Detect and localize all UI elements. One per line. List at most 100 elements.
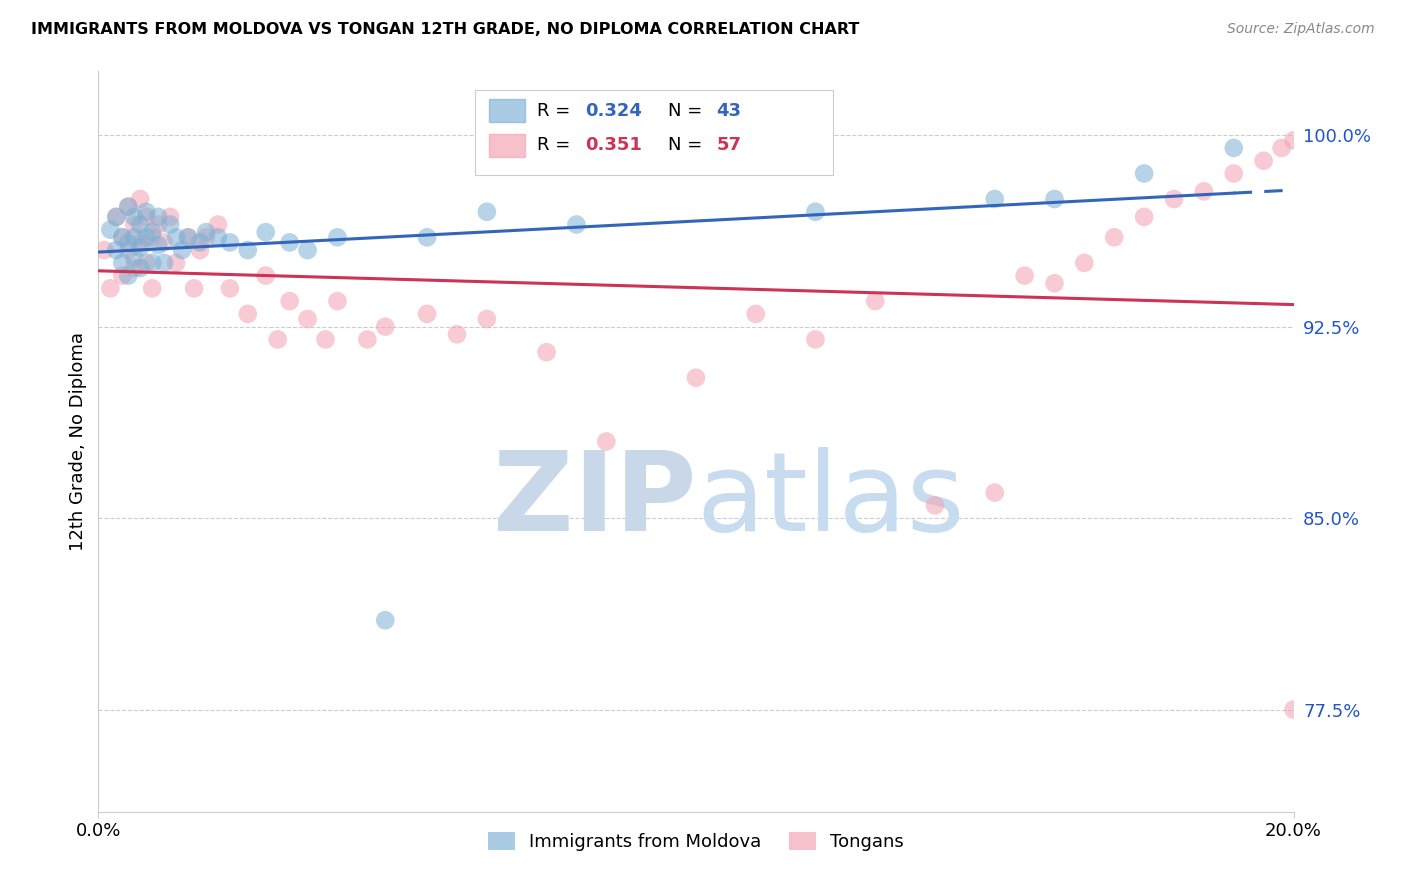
Point bbox=[129, 192, 152, 206]
Point bbox=[475, 204, 498, 219]
Point bbox=[446, 327, 468, 342]
Point bbox=[1253, 153, 1275, 168]
Point bbox=[111, 230, 134, 244]
Point bbox=[1282, 703, 1305, 717]
Point bbox=[98, 222, 122, 236]
Y-axis label: 12th Grade, No Diploma: 12th Grade, No Diploma bbox=[69, 332, 87, 551]
Point bbox=[236, 243, 259, 257]
Point bbox=[1282, 133, 1305, 147]
Point bbox=[153, 235, 176, 250]
Point bbox=[1223, 141, 1246, 155]
Point bbox=[93, 243, 115, 257]
Point bbox=[135, 256, 157, 270]
Point bbox=[105, 243, 128, 257]
Point bbox=[159, 218, 181, 232]
Point bbox=[105, 210, 128, 224]
Point bbox=[804, 204, 827, 219]
Point bbox=[326, 294, 349, 309]
Point bbox=[117, 200, 139, 214]
Point bbox=[1133, 210, 1156, 224]
Point bbox=[1014, 268, 1036, 283]
Point bbox=[141, 230, 163, 244]
Point bbox=[117, 200, 139, 214]
Point bbox=[278, 294, 301, 309]
Text: IMMIGRANTS FROM MOLDOVA VS TONGAN 12TH GRADE, NO DIPLOMA CORRELATION CHART: IMMIGRANTS FROM MOLDOVA VS TONGAN 12TH G… bbox=[31, 22, 859, 37]
Text: 0.324: 0.324 bbox=[585, 102, 641, 120]
Point bbox=[565, 218, 588, 232]
Text: atlas: atlas bbox=[696, 447, 965, 554]
Point bbox=[183, 281, 205, 295]
Point bbox=[159, 210, 181, 224]
Point bbox=[117, 268, 139, 283]
Point bbox=[236, 307, 259, 321]
Point bbox=[374, 319, 396, 334]
Point bbox=[297, 243, 319, 257]
Point bbox=[374, 613, 396, 627]
Point bbox=[1073, 256, 1095, 270]
Point bbox=[135, 210, 157, 224]
Point bbox=[924, 499, 946, 513]
Point bbox=[1043, 192, 1066, 206]
Text: Source: ZipAtlas.com: Source: ZipAtlas.com bbox=[1227, 22, 1375, 37]
Point bbox=[117, 235, 139, 250]
Point bbox=[129, 240, 152, 254]
Point bbox=[1192, 185, 1215, 199]
Point bbox=[188, 235, 211, 250]
Point bbox=[141, 225, 163, 239]
Text: 43: 43 bbox=[716, 102, 741, 120]
Point bbox=[278, 235, 301, 250]
Bar bbox=[489, 135, 524, 156]
Point bbox=[129, 260, 152, 275]
Point bbox=[98, 281, 122, 295]
Point bbox=[165, 230, 187, 244]
Point bbox=[117, 243, 139, 257]
Point bbox=[124, 230, 146, 244]
Point bbox=[165, 256, 187, 270]
Point bbox=[105, 210, 128, 224]
Point bbox=[148, 218, 170, 232]
FancyBboxPatch shape bbox=[475, 90, 834, 175]
Point bbox=[984, 192, 1007, 206]
Point bbox=[254, 268, 277, 283]
Point bbox=[254, 225, 277, 239]
Point bbox=[111, 256, 134, 270]
Point bbox=[188, 243, 211, 257]
Point bbox=[124, 251, 146, 265]
Point bbox=[111, 230, 134, 244]
Point bbox=[141, 281, 163, 295]
Bar bbox=[489, 100, 524, 121]
Text: N =: N = bbox=[668, 136, 709, 154]
Point bbox=[124, 260, 146, 275]
Point bbox=[148, 238, 170, 252]
Text: R =: R = bbox=[537, 136, 576, 154]
Point bbox=[1043, 277, 1066, 291]
Point bbox=[111, 268, 134, 283]
Point bbox=[195, 225, 218, 239]
Point bbox=[129, 235, 152, 250]
Point bbox=[326, 230, 349, 244]
Point bbox=[595, 434, 617, 449]
Point bbox=[416, 307, 439, 321]
Point bbox=[153, 256, 176, 270]
Point bbox=[1271, 141, 1294, 155]
Point bbox=[135, 204, 157, 219]
Point bbox=[416, 230, 439, 244]
Point bbox=[219, 235, 242, 250]
Point bbox=[219, 281, 242, 295]
Point bbox=[865, 294, 887, 309]
Point bbox=[195, 230, 218, 244]
Point bbox=[141, 256, 163, 270]
Text: 57: 57 bbox=[716, 136, 741, 154]
Point bbox=[177, 230, 200, 244]
Point bbox=[804, 333, 827, 347]
Point bbox=[148, 210, 170, 224]
Text: 0.351: 0.351 bbox=[585, 136, 641, 154]
Point bbox=[267, 333, 290, 347]
Point bbox=[207, 218, 229, 232]
Point bbox=[129, 218, 152, 232]
Point bbox=[172, 243, 194, 257]
Point bbox=[124, 210, 146, 224]
Point bbox=[135, 230, 157, 244]
Text: N =: N = bbox=[668, 102, 709, 120]
Point bbox=[207, 230, 229, 244]
